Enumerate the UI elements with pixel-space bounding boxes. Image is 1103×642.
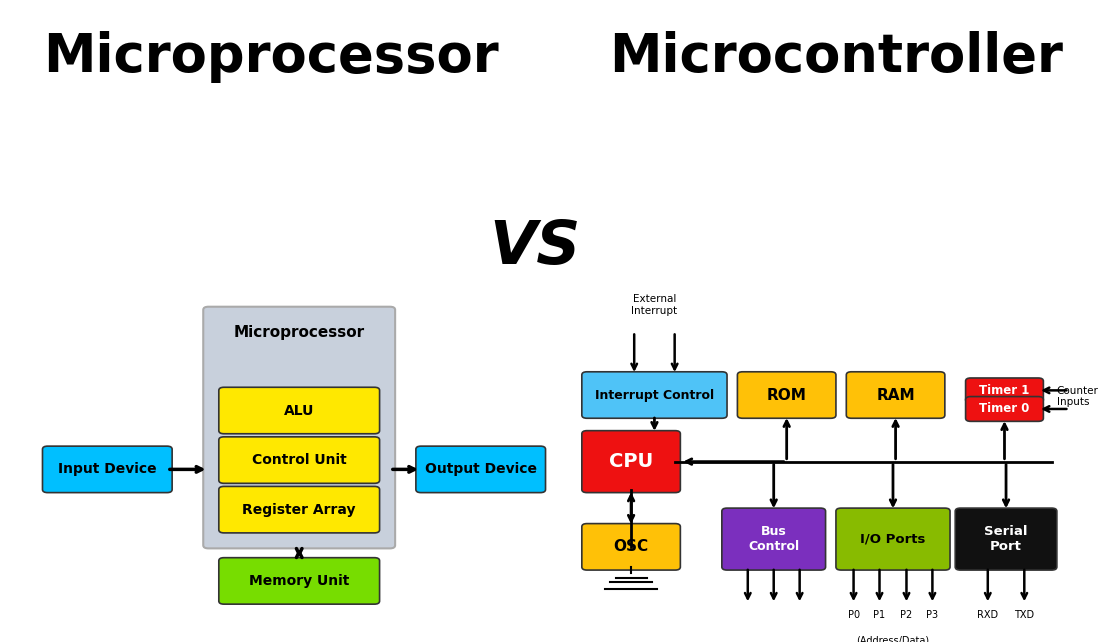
Text: Input Device: Input Device — [58, 462, 157, 476]
FancyBboxPatch shape — [955, 508, 1057, 570]
Text: CPU: CPU — [609, 452, 653, 471]
FancyBboxPatch shape — [965, 378, 1043, 403]
FancyBboxPatch shape — [218, 437, 379, 483]
Text: P2: P2 — [900, 611, 912, 620]
FancyBboxPatch shape — [581, 372, 727, 418]
FancyBboxPatch shape — [203, 307, 395, 548]
Text: P3: P3 — [927, 611, 939, 620]
FancyBboxPatch shape — [836, 508, 950, 570]
Text: Timer 1: Timer 1 — [979, 384, 1030, 397]
Text: RAM: RAM — [876, 388, 914, 403]
Text: I/O Ports: I/O Ports — [860, 533, 925, 546]
Text: ALU: ALU — [283, 404, 314, 417]
Text: Register Array: Register Array — [243, 503, 356, 517]
FancyBboxPatch shape — [965, 397, 1043, 421]
FancyBboxPatch shape — [721, 508, 825, 570]
Text: Bus
Control: Bus Control — [748, 525, 800, 553]
FancyBboxPatch shape — [738, 372, 836, 418]
Text: TXD: TXD — [1015, 611, 1035, 620]
FancyBboxPatch shape — [218, 387, 379, 434]
Text: Counter
Inputs: Counter Inputs — [1057, 386, 1099, 408]
FancyBboxPatch shape — [218, 487, 379, 533]
FancyBboxPatch shape — [416, 446, 546, 492]
Text: Microprocessor: Microprocessor — [43, 31, 499, 83]
Text: P1: P1 — [874, 611, 886, 620]
Text: OSC: OSC — [613, 539, 649, 554]
Text: P0: P0 — [847, 611, 859, 620]
Text: Output Device: Output Device — [425, 462, 537, 476]
Text: Control Unit: Control Unit — [251, 453, 346, 467]
Text: Memory Unit: Memory Unit — [249, 574, 350, 588]
Text: Serial
Port: Serial Port — [984, 525, 1028, 553]
FancyBboxPatch shape — [43, 446, 172, 492]
Text: External
Interrupt: External Interrupt — [631, 295, 677, 316]
FancyBboxPatch shape — [581, 431, 681, 492]
Text: ROM: ROM — [767, 388, 806, 403]
Text: RXD: RXD — [977, 611, 998, 620]
Text: Interrupt Control: Interrupt Control — [595, 388, 714, 401]
Text: Microprocessor: Microprocessor — [234, 325, 365, 340]
FancyBboxPatch shape — [846, 372, 945, 418]
Text: Microcontroller: Microcontroller — [609, 31, 1063, 83]
Text: VS: VS — [490, 218, 581, 277]
FancyBboxPatch shape — [581, 524, 681, 570]
Text: Timer 0: Timer 0 — [979, 403, 1030, 415]
FancyBboxPatch shape — [218, 558, 379, 604]
Text: (Address/Data): (Address/Data) — [856, 635, 930, 642]
